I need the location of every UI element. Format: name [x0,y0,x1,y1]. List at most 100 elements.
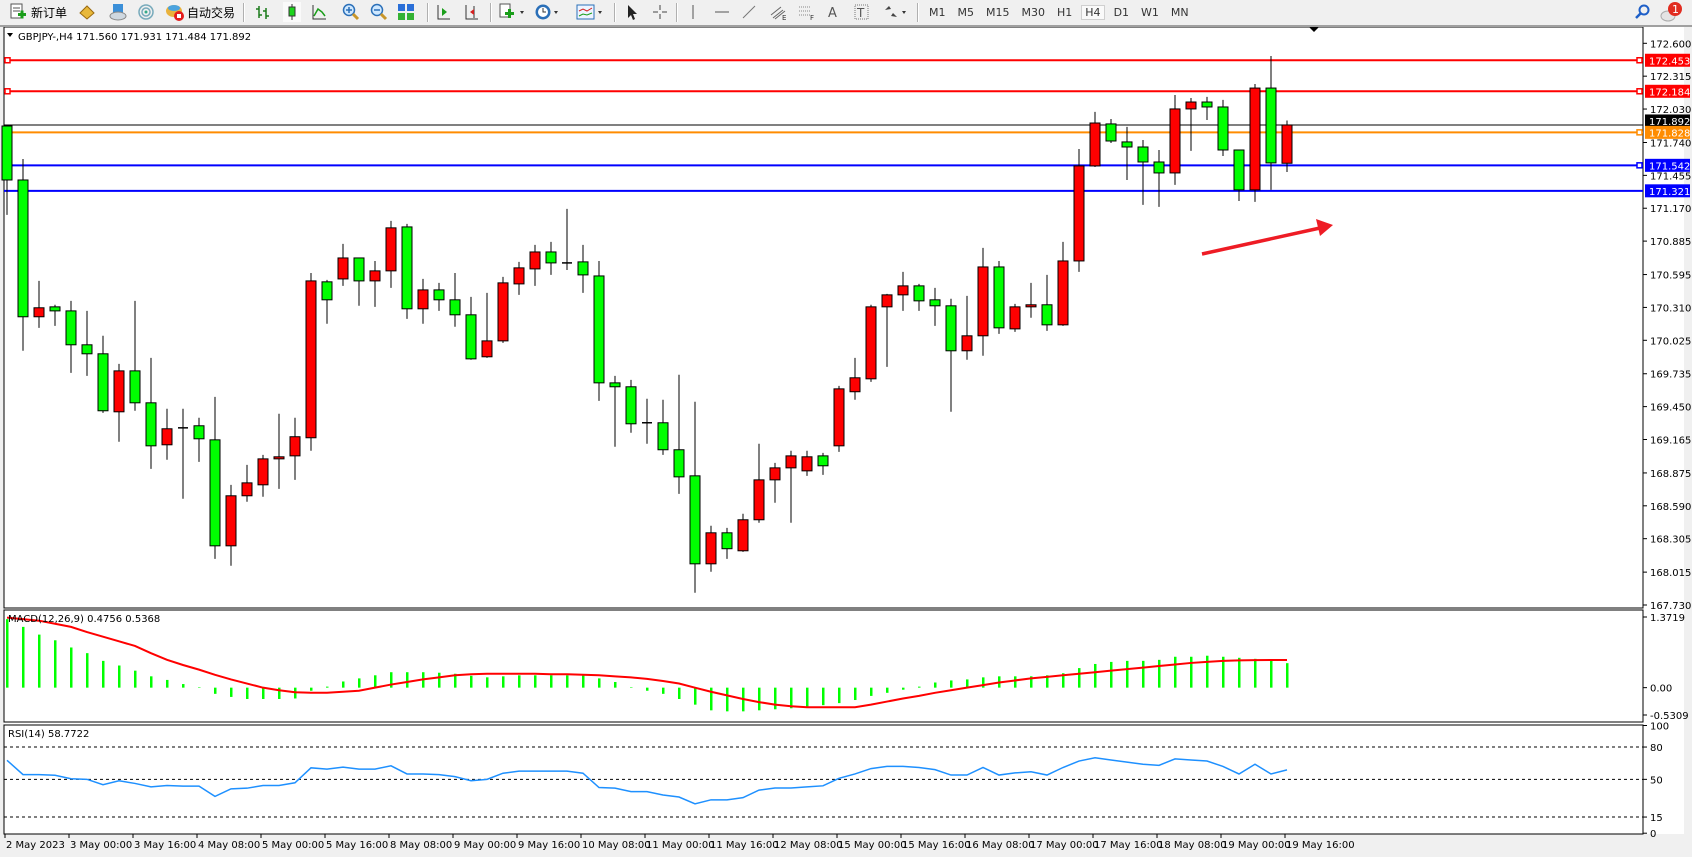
text-label-tool-button[interactable]: T [853,2,871,22]
crosshair-tool-button[interactable] [651,2,669,22]
trend-arrow-shaft[interactable] [1201,226,1321,256]
candle-body [337,257,349,280]
main-pane-frame [3,26,1644,609]
candle-body [593,275,605,384]
price-tick-label: 171.170 [1650,204,1691,215]
vertical-line-tool-button[interactable] [684,2,702,22]
line-chart-button[interactable] [310,2,328,22]
timeframe-m15[interactable]: M15 [986,5,1010,19]
time-tick-label: 10 May 08:00 [582,840,651,851]
macd-histogram-bar [662,687,665,694]
macd-histogram-bar [358,678,361,688]
candle [609,375,621,447]
candle [1281,120,1293,173]
market-watch-button[interactable] [78,2,96,22]
candle-body [849,377,861,393]
auto-scroll-button[interactable] [434,2,452,22]
line-anchor-handle[interactable] [1636,129,1643,136]
time-tick-label: 12 May 08:00 [774,840,843,851]
search-icon [1635,4,1650,19]
navigator-button[interactable] [137,2,155,22]
candle-body [865,306,877,380]
chart-shift-button[interactable] [462,2,480,22]
macd-histogram-bar [278,687,281,699]
header-dropdown-icon[interactable] [7,33,13,37]
zoom-out-button[interactable] [370,2,388,22]
price-tick-label: 168.015 [1650,568,1691,579]
macd-histogram-bar [982,677,985,688]
line-anchor-handle[interactable] [4,88,11,95]
candle-body [609,382,621,388]
macd-histogram-bar [950,680,953,688]
new-order-button[interactable]: 新订单 [8,2,67,22]
timeframe-w1[interactable]: W1 [1141,5,1159,19]
macd-histogram-bar [70,647,73,688]
line-anchor-handle[interactable] [4,57,11,64]
candle [481,292,493,358]
macd-histogram-bar [486,677,489,688]
line-anchor-handle[interactable] [1636,57,1643,64]
macd-pane: 1.3719 0.00 -0.5309 [3,609,1689,723]
rsi-line [6,757,1288,805]
line-chart-icon [312,5,326,20]
trendline-tool-button[interactable] [740,2,758,22]
time-tick-label: 17 May 16:00 [1094,840,1163,851]
arrows-tool-button[interactable] [882,2,910,22]
periodicity-button[interactable] [534,2,562,22]
data-window-button[interactable] [109,2,127,22]
auto-trading-button[interactable]: 自动交易 [165,2,235,22]
cursor-tool-button[interactable] [622,2,640,22]
timeframe-m30[interactable]: M30 [1021,5,1046,19]
tile-windows-button[interactable] [397,2,415,22]
candlestick-chart-button[interactable] [283,2,301,22]
new-chart-button[interactable] [498,2,526,22]
equidistant-channel-tool-button[interactable]: E [769,2,789,22]
timeframe-h1[interactable]: H1 [1057,5,1073,19]
zoom-in-button[interactable] [342,2,360,22]
time-tick-label: 4 May 08:00 [198,840,260,851]
candle-body [289,436,301,457]
timeframe-m5[interactable]: M5 [957,5,975,19]
macd-histogram-bar [806,687,809,708]
bar-chart-button[interactable] [254,2,272,22]
line-anchor-handle[interactable] [1636,162,1643,169]
horizontal-line-tool-button[interactable] [713,2,731,22]
candle-body [433,289,445,301]
chart-shift-marker-icon[interactable] [1309,27,1319,32]
price-tick-label: 171.740 [1650,138,1691,149]
macd-histogram-bar [230,687,233,697]
macd-histogram-bar [774,687,777,710]
macd-histogram-bar [550,675,553,688]
macd-histogram-bar [438,672,441,688]
price-tick-label: 168.305 [1650,535,1691,546]
cursor-arrow-icon [628,5,637,20]
search-button[interactable] [1633,2,1651,22]
timeframe-h4[interactable]: H4 [1081,4,1105,20]
timeframe-d1[interactable]: D1 [1113,5,1130,19]
notifications-button[interactable]: 1 [1660,2,1686,22]
text-tool-button[interactable]: A [826,2,842,22]
candle [81,310,93,376]
time-tick-label: 5 May 16:00 [326,840,388,851]
candle [1249,84,1261,202]
line-anchor-handle[interactable] [1636,88,1643,95]
candle [881,293,893,367]
text-a-icon: A [828,6,837,21]
timeframe-m1[interactable]: M1 [929,5,946,19]
fibonacci-tool-button[interactable]: F [797,2,817,22]
candle-body [577,261,589,276]
svg-text:F: F [810,14,814,21]
time-tick-label: 11 May 00:00 [646,840,715,851]
candle-body [209,439,221,547]
diamond-folder-icon [79,5,95,20]
macd-histogram-bar [870,687,873,696]
indicators-button[interactable] [576,2,606,22]
candle [178,408,188,499]
candle [33,280,45,328]
timeframe-mn[interactable]: MN [1170,5,1189,19]
candle [1233,149,1245,201]
candle-body [417,289,429,310]
candle-body [113,370,125,413]
rsi-label: RSI(14) 58.7722 [8,729,89,740]
